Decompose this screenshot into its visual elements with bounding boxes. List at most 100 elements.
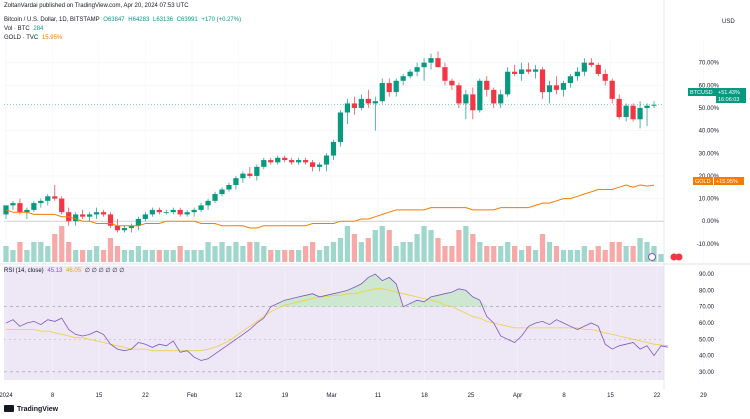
volume-bar: [275, 250, 281, 262]
grid: [0, 0, 750, 390]
candle-body: [212, 194, 218, 201]
candle-body: [602, 73, 608, 81]
rsi-label: RSI (14, close): [4, 268, 44, 274]
price-tick-label: -10.00%: [697, 242, 720, 248]
volume-bar: [303, 246, 309, 262]
volume-bar: [463, 226, 469, 262]
volume-bar: [351, 234, 357, 262]
volume-bar: [595, 246, 601, 262]
volume-bar: [323, 246, 330, 262]
candle-body: [581, 62, 587, 72]
price-tick-label: 30.00%: [699, 151, 720, 157]
candle-body: [247, 173, 253, 176]
gold-legend[interactable]: GOLD · TVC 15.95%: [4, 34, 64, 42]
candle-body: [588, 62, 594, 65]
candle-body: [330, 141, 337, 156]
candle-body: [630, 105, 636, 120]
volume-bar: [289, 250, 295, 262]
candle-body: [456, 85, 462, 104]
candle-body: [107, 214, 114, 226]
svg-text:GOLD: GOLD: [695, 179, 711, 185]
volume-bar: [330, 242, 337, 262]
candle-body: [80, 214, 86, 217]
candle-body: [121, 228, 128, 231]
author-line: ZoltanVardai published on TradingView.co…: [4, 3, 189, 9]
volume-bar: [567, 250, 573, 262]
candle-body: [177, 209, 183, 215]
time-tick-label: Mar: [326, 393, 336, 399]
volume-bar: [414, 234, 420, 262]
candle-body: [400, 76, 406, 81]
volume-bar: [560, 250, 567, 262]
volume-bar: [3, 246, 9, 262]
volume-bar: [73, 250, 79, 262]
event-flag-icons[interactable]: [648, 253, 683, 261]
time-tick-label: 29: [700, 393, 707, 399]
gold-price-tag: GOLD +15.95%: [693, 177, 744, 185]
volume-bar: [337, 238, 344, 262]
volume-bar: [268, 250, 274, 262]
price-tick-label: 40.00%: [699, 129, 720, 135]
price-tick-label: 20.00%: [699, 174, 720, 180]
candle-body: [442, 67, 448, 81]
time-axis[interactable]: 2024 8 15 22 Feb 12 19 Mar 11 18 25 Apr 8 15 22 29: [0, 393, 707, 399]
volume-bar: [107, 238, 114, 262]
volume-bar: [114, 246, 121, 262]
volume-bar: [623, 246, 629, 262]
candle-body: [149, 209, 155, 215]
candle-body: [553, 85, 560, 90]
volume-bar: [491, 246, 497, 262]
candle-body: [560, 83, 567, 90]
candle-body: [351, 103, 357, 108]
price-axis[interactable]: 70.00% 60.00% 50.00% 40.00% 30.00% 20.00% 10.0…: [697, 61, 720, 248]
candle-body: [254, 166, 260, 176]
volume-bar: [31, 242, 37, 262]
volume-value: 284: [33, 26, 44, 32]
rsi-extra: ∅ ∅ ∅ ∅ ∅ ∅: [84, 268, 125, 274]
volume-bar: [316, 250, 323, 262]
volume-bar: [66, 242, 72, 262]
volume-bar: [644, 242, 650, 262]
time-tick-label: 12: [235, 393, 242, 399]
candles: [3, 51, 657, 233]
volume-bar: [602, 250, 608, 262]
candle-body: [379, 83, 385, 102]
candle-body: [463, 94, 469, 104]
candle-body: [156, 209, 162, 213]
candle-body: [512, 71, 518, 74]
rsi-overbought-fill: [277, 274, 487, 307]
rsi-ma-line: [6, 288, 668, 352]
candle-body: [414, 67, 420, 72]
volume-bar: [198, 250, 204, 262]
volume-bar: [442, 246, 448, 262]
ohlc-high: H64283: [128, 17, 150, 23]
price-tick-label: 10.00%: [699, 197, 720, 203]
candle-body: [73, 214, 79, 222]
volume-bar: [38, 242, 44, 262]
candle-body: [316, 164, 323, 167]
tradingview-logo[interactable]: TradingView: [4, 405, 58, 413]
rsi-legend[interactable]: RSI (14, close) 45.13 46.05 ∅ ∅ ∅ ∅ ∅ ∅: [4, 267, 126, 275]
candle-body: [421, 62, 427, 68]
volume-bar: [233, 242, 239, 262]
candle-body: [372, 101, 378, 104]
volume-bar: [52, 234, 58, 262]
candle-body: [261, 160, 267, 167]
volume-bar: [344, 226, 351, 262]
time-tick-label: 19: [282, 393, 289, 399]
volume-bar: [386, 230, 392, 262]
candle-body: [539, 69, 546, 93]
symbol-legend[interactable]: Bitcoin / U.S. Dollar, 1D, BITSTAMP O638…: [4, 16, 243, 24]
candle-body: [484, 80, 490, 90]
candle-body: [428, 58, 434, 63]
candle-body: [358, 98, 364, 108]
svg-text:+15.95%: +15.95%: [716, 179, 738, 185]
volume-legend[interactable]: Vol · BTC 284: [4, 25, 45, 33]
candle-body: [477, 80, 483, 111]
candle-body: [17, 203, 23, 213]
rsi-axis[interactable]: 90.00 80.00 70.00 60.00 50.00 40.00 30.00: [699, 272, 715, 376]
candle-body: [233, 178, 239, 185]
gold-comparison-line: [5, 184, 655, 229]
volume-bar: [163, 250, 169, 262]
